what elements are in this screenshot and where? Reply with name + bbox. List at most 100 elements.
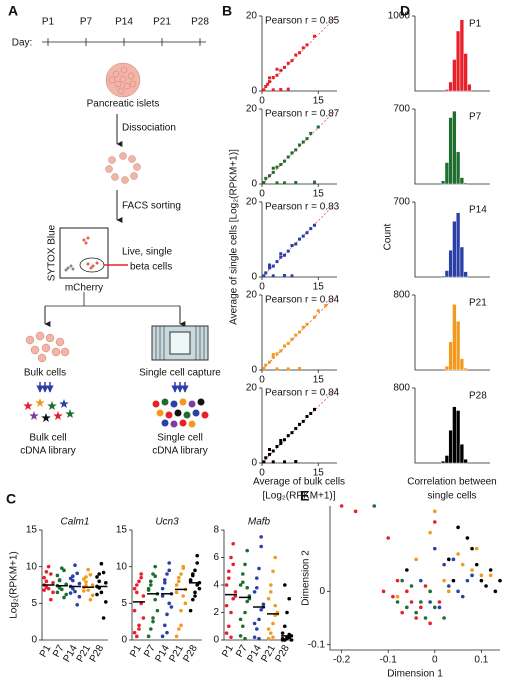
dot — [132, 586, 137, 591]
dot — [231, 596, 235, 601]
dot — [238, 617, 243, 622]
bar — [448, 429, 453, 464]
dot — [227, 569, 231, 574]
point — [309, 412, 313, 415]
point — [301, 234, 305, 238]
decor-circle — [179, 419, 187, 427]
bar — [467, 84, 472, 92]
dot — [153, 564, 157, 569]
x-tick-label: P1 — [128, 643, 144, 659]
point — [283, 460, 286, 464]
decor-circle — [86, 262, 90, 266]
point — [298, 51, 301, 55]
dot — [238, 583, 243, 587]
point — [294, 427, 298, 430]
dot — [137, 627, 141, 631]
x-tick-label: P7 — [142, 643, 158, 659]
dot — [254, 576, 259, 580]
dot — [257, 617, 261, 622]
point — [470, 573, 474, 578]
dot — [141, 616, 146, 620]
dot — [160, 594, 165, 598]
decor-circle — [174, 409, 182, 417]
point — [456, 525, 460, 530]
bar — [456, 30, 461, 92]
bar — [448, 250, 453, 278]
decor-circle — [183, 411, 191, 419]
point — [474, 562, 479, 567]
point — [419, 578, 423, 583]
dot — [160, 586, 165, 591]
point — [279, 163, 283, 166]
point — [391, 594, 395, 599]
dot — [193, 594, 197, 598]
dot — [137, 579, 141, 584]
dot — [146, 588, 151, 592]
dot — [227, 576, 231, 580]
dot — [181, 566, 185, 570]
decor-circle — [117, 87, 125, 95]
dot — [42, 588, 46, 592]
dot — [163, 623, 167, 628]
dot — [271, 621, 275, 626]
dot — [271, 635, 275, 640]
dot — [86, 567, 90, 572]
point — [305, 231, 309, 235]
step-label: Dissociation — [122, 123, 176, 134]
point — [271, 449, 275, 453]
point — [262, 367, 266, 370]
decor-circle — [35, 331, 45, 341]
point — [279, 88, 283, 91]
point — [395, 578, 400, 583]
bar — [452, 406, 457, 464]
point — [275, 260, 279, 264]
day-name: P1 — [42, 17, 55, 28]
bar — [444, 270, 449, 278]
dot — [141, 594, 146, 598]
annotation: Pearson r = 0.85 — [265, 16, 340, 27]
point — [339, 504, 344, 508]
point — [460, 562, 465, 567]
process-arrows — [36, 382, 189, 393]
panel-label: A — [8, 3, 18, 19]
point — [262, 88, 266, 92]
axis-label: mCherry — [65, 283, 103, 294]
dot — [245, 548, 249, 553]
y-axis-label: Dimension 2 — [301, 550, 312, 606]
x-tick-label: 0 — [259, 375, 265, 386]
y-tick-label: 20 — [246, 11, 258, 22]
dot — [132, 630, 137, 635]
decor-circle — [69, 264, 73, 268]
y-tick-label: 0 — [31, 635, 37, 646]
dot — [195, 553, 199, 558]
decor-circle — [111, 173, 119, 181]
annotation: Pearson r = 0.87 — [265, 109, 340, 120]
dot — [243, 562, 247, 567]
point — [268, 452, 271, 456]
point — [313, 315, 316, 319]
dot — [55, 590, 60, 595]
dot — [259, 535, 264, 539]
point — [428, 621, 432, 626]
decor-circle — [188, 400, 196, 408]
bulk-library-icon — [23, 398, 75, 422]
bar — [463, 53, 468, 92]
point — [400, 610, 404, 615]
bar — [456, 151, 461, 185]
dot — [44, 570, 49, 574]
point — [409, 600, 414, 604]
dot — [90, 593, 95, 598]
dot — [193, 590, 197, 595]
dot — [224, 583, 229, 587]
dot — [104, 600, 108, 604]
point — [313, 34, 316, 38]
dot — [137, 623, 141, 628]
axis-label: Count — [383, 223, 394, 250]
point — [316, 309, 320, 313]
point — [432, 546, 437, 551]
point — [268, 266, 271, 270]
point — [283, 344, 286, 348]
bar — [441, 180, 446, 185]
bar — [448, 341, 453, 371]
dot — [135, 590, 139, 595]
